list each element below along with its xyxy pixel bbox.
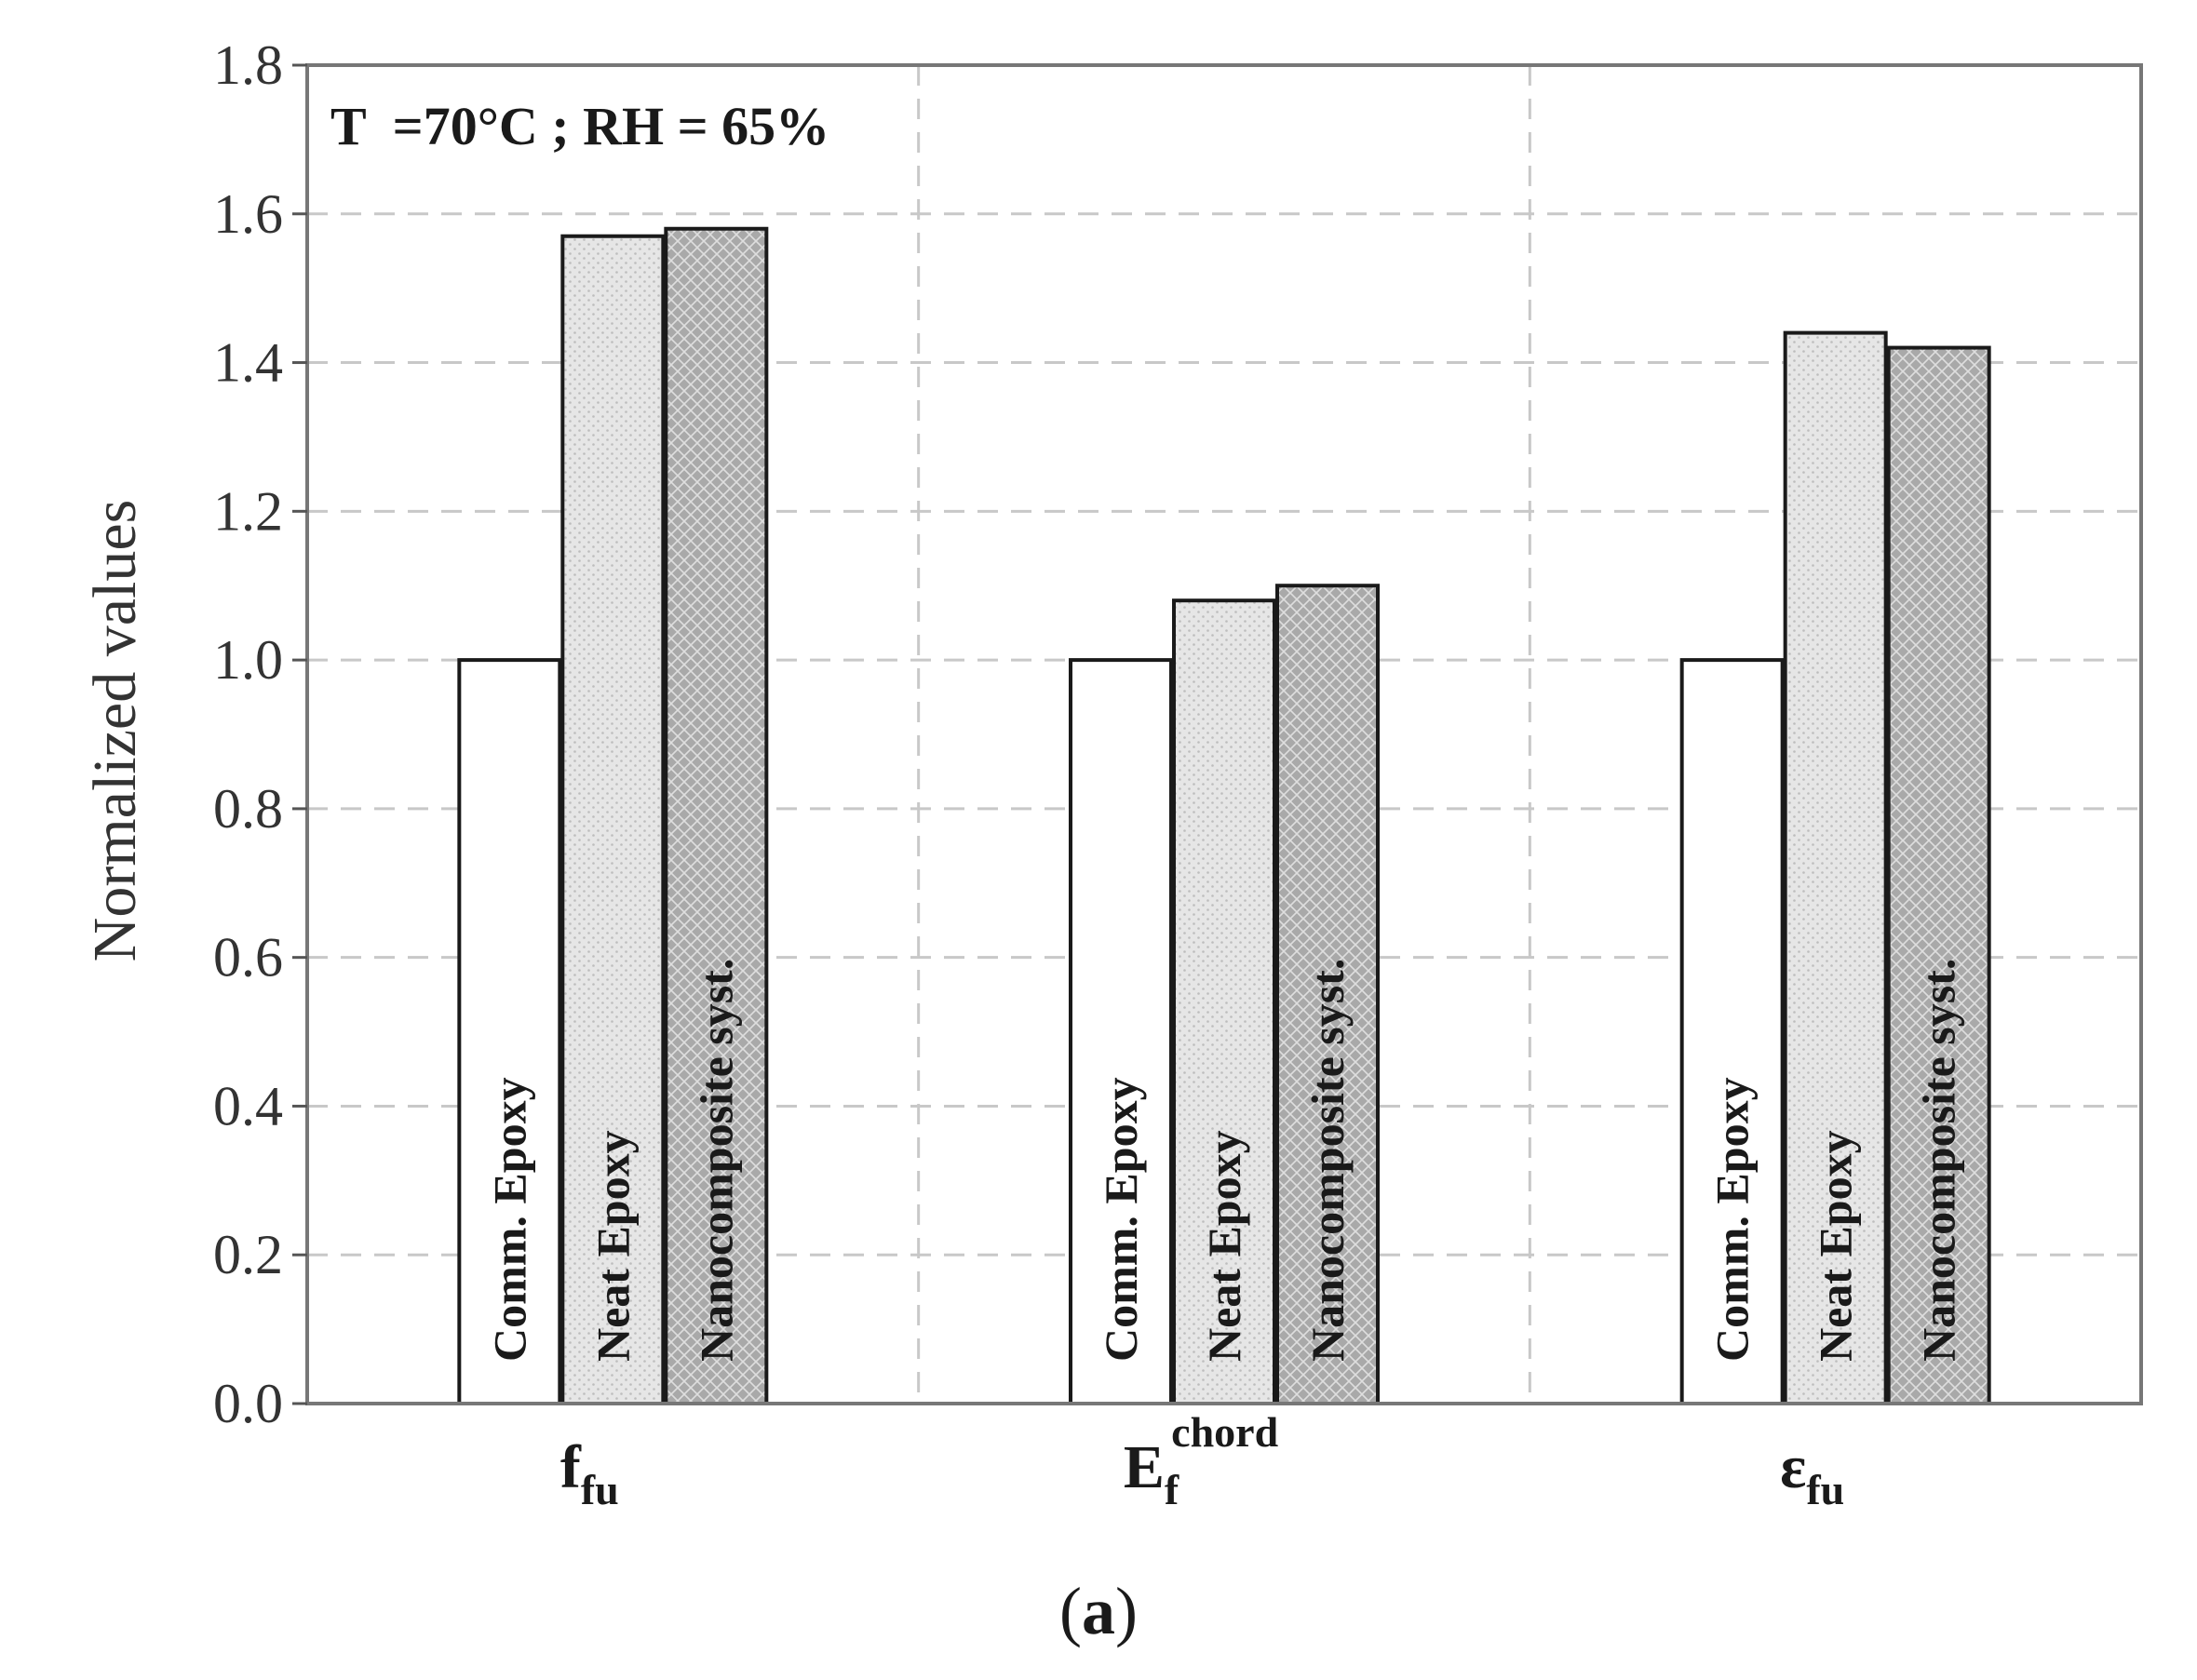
bar-neat-epoxy [1783, 330, 1888, 1406]
bar-series-label: Nanocomposite syst. [1301, 959, 1354, 1362]
caption-close: ) [1115, 1574, 1138, 1648]
y-tick-label: 1.4 [213, 332, 283, 394]
x-axis-categories: ffu Efchord εfu [560, 1408, 1844, 1513]
condition-annotation: T =70°C ; RH = 65% [330, 96, 829, 156]
bar-labels: Comm. Epoxy Neat Epoxy Nanocomposite syst.… [483, 959, 1964, 1362]
y-tick-label: 1.8 [213, 34, 283, 96]
x-category-label: ffu [560, 1433, 619, 1513]
plot-area-border [305, 63, 2143, 1405]
bars [457, 226, 1991, 1406]
bar-series-label: Neat Epoxy [1198, 1130, 1250, 1362]
bar-series-label: Nanocomposite syst. [690, 959, 742, 1362]
bar-series-label: Neat Epoxy [586, 1130, 639, 1362]
y-axis-ticks: 0.0 0.2 0.4 0.6 0.8 1.0 1.2 1.4 1.6 1.8 [213, 34, 307, 1434]
bar-comm-epoxy [1069, 658, 1173, 1405]
y-axis-label: Normalized values [81, 500, 149, 962]
y-tick-label: 1.6 [213, 183, 283, 245]
bar-neat-epoxy [560, 234, 666, 1406]
plot-frame [305, 63, 2143, 1405]
y-tick-label: 0.6 [213, 927, 283, 988]
figure-caption: (a) [1059, 1574, 1138, 1648]
bar-series-label: Comm. Epoxy [483, 1077, 535, 1362]
bar-nanocomposite-syst [1886, 345, 1991, 1406]
y-tick-label: 0.0 [213, 1373, 283, 1434]
bar-comm-epoxy [457, 658, 562, 1405]
y-tick-label: 0.8 [213, 778, 283, 840]
y-tick-label: 0.2 [213, 1224, 283, 1285]
caption-open: ( [1059, 1574, 1082, 1648]
y-tick-label: 0.4 [213, 1075, 283, 1136]
bar-series-label: Nanocomposite syst. [1913, 959, 1965, 1362]
bar-series-label: Comm. Epoxy [1095, 1077, 1147, 1362]
y-tick-label: 1.0 [213, 629, 283, 691]
bar-series-label: Comm. Epoxy [1706, 1077, 1759, 1362]
bar-series-label: Neat Epoxy [1810, 1130, 1862, 1362]
caption-letter: a [1082, 1574, 1115, 1648]
x-category-label: εfu [1780, 1433, 1844, 1513]
y-tick-label: 1.2 [213, 480, 283, 542]
x-category-label: Efchord [1124, 1408, 1279, 1513]
bar-nanocomposite-syst [1275, 584, 1380, 1405]
